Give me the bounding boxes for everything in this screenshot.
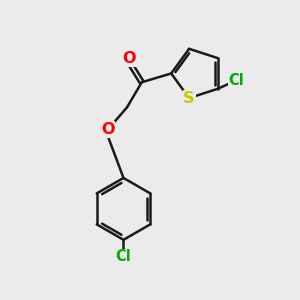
Text: Cl: Cl xyxy=(229,73,244,88)
Text: O: O xyxy=(101,122,115,137)
Text: S: S xyxy=(183,91,195,106)
Text: Cl: Cl xyxy=(116,249,131,264)
Text: O: O xyxy=(122,51,135,66)
